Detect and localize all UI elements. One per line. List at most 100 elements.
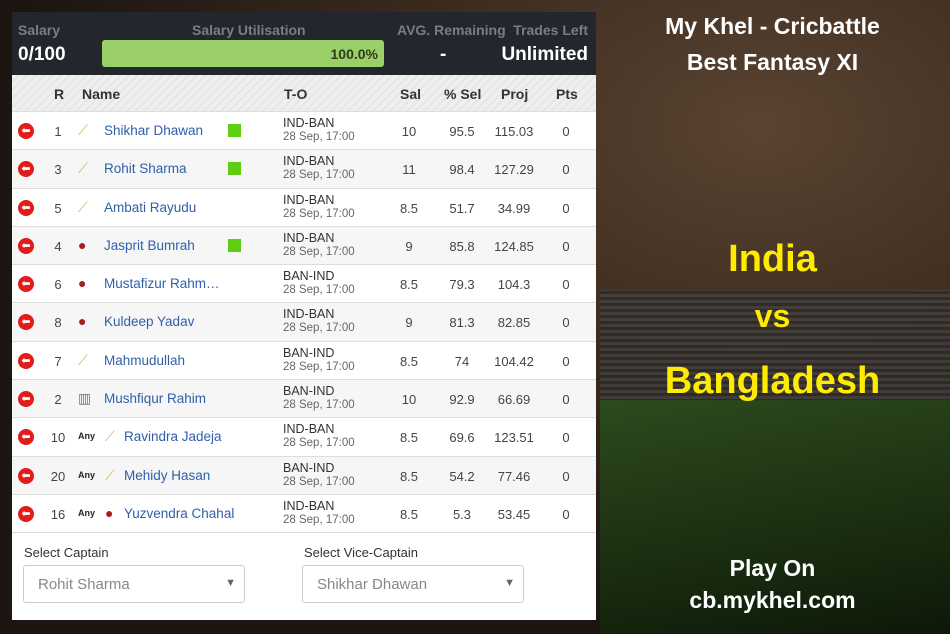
- trades-left-label: Trades Left: [513, 22, 588, 38]
- fixture: IND-BAN 28 Sep, 17:00: [283, 116, 355, 144]
- player-selected-pct: 54.2: [449, 468, 475, 484]
- fixture: IND-BAN 28 Sep, 17:00: [283, 499, 355, 527]
- remove-player-icon[interactable]: ⬅: [18, 276, 34, 293]
- fixture-time: 28 Sep, 17:00: [283, 513, 355, 526]
- fixture: IND-BAN 28 Sep, 17:00: [283, 307, 355, 335]
- vice-captain-select[interactable]: Shikhar Dhawan ▼: [302, 565, 524, 603]
- remove-player-icon[interactable]: ⬅: [18, 123, 34, 139]
- player-name[interactable]: Mehidy Hasan: [124, 467, 211, 483]
- player-salary: 8.5: [399, 277, 419, 293]
- player-row: ⬅ 8 ● Kuldeep Yadav IND-BAN 28 Sep, 17:00…: [12, 303, 596, 342]
- fixture: IND-BAN 28 Sep, 17:00: [283, 231, 355, 259]
- player-name[interactable]: Mushfiqur Rahim: [104, 391, 207, 407]
- player-name[interactable]: Yuzvendra Chahal: [124, 505, 235, 521]
- ball-icon: ●: [78, 236, 87, 253]
- status-indicator: [228, 162, 241, 176]
- promo-url[interactable]: cb.mykhel.com: [689, 587, 856, 613]
- player-selected-pct: 98.4: [449, 162, 475, 178]
- fixture-teams: IND-BAN: [283, 422, 335, 437]
- any-tag: Any: [78, 507, 96, 518]
- col-name[interactable]: Name: [82, 86, 121, 102]
- player-projection: 66.69: [497, 392, 531, 408]
- fixture-teams: BAN-IND: [283, 460, 335, 475]
- col-to[interactable]: T-O: [284, 86, 308, 102]
- captain-select[interactable]: Rohit Sharma ▼: [23, 565, 245, 603]
- player-name[interactable]: Mahmudullah: [104, 352, 186, 368]
- player-salary: 9: [405, 315, 413, 331]
- ball-icon: ●: [78, 275, 87, 292]
- captain-label: Select Captain: [24, 545, 109, 560]
- fixture-time: 28 Sep, 17:00: [283, 169, 355, 182]
- vice-captain-value: Shikhar Dhawan: [317, 576, 428, 593]
- fixture-time: 28 Sep, 17:00: [283, 399, 355, 412]
- player-points: 0: [562, 124, 570, 139]
- player-name[interactable]: Jasprit Bumrah: [104, 237, 195, 253]
- player-rank: 6: [54, 277, 62, 293]
- table-header: R Name T-O Sal % Sel Proj Pts: [12, 75, 596, 112]
- team1: India: [728, 238, 817, 280]
- player-name[interactable]: Kuldeep Yadav: [104, 314, 195, 330]
- summary-header: Salary 0/100 Salary Utilisation 100.0% A…: [12, 12, 596, 75]
- player-name[interactable]: Mustafizur Rahm…: [104, 276, 220, 292]
- col-r[interactable]: R: [54, 86, 65, 102]
- player-projection: 124.85: [494, 238, 534, 254]
- fixture-teams: IND-BAN: [283, 230, 335, 245]
- player-name[interactable]: Ambati Rayudu: [104, 199, 197, 215]
- fixture-teams: BAN-IND: [283, 269, 335, 284]
- player-row: ⬅ 20 Any ⟋ Mehidy Hasan BAN-IND 28 Sep, 1…: [12, 456, 596, 495]
- status-indicator: [228, 124, 241, 137]
- fixture-teams: IND-BAN: [283, 498, 335, 513]
- wicketkeeper-icon: ▥: [78, 390, 92, 407]
- player-points: 0: [562, 353, 570, 369]
- player-points: 0: [562, 162, 570, 178]
- col-sel[interactable]: % Sel: [444, 86, 482, 102]
- fixture: IND-BAN 28 Sep, 17:00: [283, 422, 355, 450]
- any-tag: Any: [78, 431, 96, 442]
- remove-player-icon[interactable]: ⬅: [18, 314, 34, 331]
- remove-player-icon[interactable]: ⬅: [18, 429, 34, 446]
- player-selected-pct: 74: [454, 353, 470, 369]
- col-pts[interactable]: Pts: [556, 86, 578, 102]
- player-projection: 82.85: [497, 315, 531, 331]
- avg-remaining-label: AVG. Remaining: [397, 22, 506, 38]
- player-row: ⬅ 10 Any ⟋ Ravindra Jadeja IND-BAN 28 Sep…: [12, 418, 596, 457]
- player-rank: 1: [54, 124, 62, 139]
- player-selected-pct: 85.8: [449, 238, 475, 254]
- player-selected-pct: 81.3: [449, 315, 475, 331]
- allrounder-icon: ⟋: [105, 428, 115, 445]
- fixture-teams: BAN-IND: [283, 345, 335, 360]
- vice-captain-label: Select Vice-Captain: [304, 545, 418, 560]
- col-proj[interactable]: Proj: [501, 86, 529, 102]
- player-points: 0: [562, 277, 570, 293]
- remove-player-icon[interactable]: ⬅: [18, 237, 34, 254]
- bat-icon: ⟋: [78, 122, 88, 138]
- avg-remaining-value: -: [440, 44, 447, 65]
- player-projection: 53.45: [497, 506, 531, 522]
- player-name[interactable]: Ravindra Jadeja: [124, 429, 222, 445]
- allrounder-icon: ⟋: [105, 466, 115, 483]
- player-selected-pct: 51.7: [449, 200, 475, 216]
- fixture-time: 28 Sep, 17:00: [283, 207, 355, 220]
- remove-player-icon[interactable]: ⬅: [18, 467, 34, 484]
- remove-player-icon[interactable]: ⬅: [18, 505, 34, 522]
- fixture-time: 28 Sep, 17:00: [283, 322, 355, 335]
- player-row: ⬅ 3 ⟋ Rohit Sharma IND-BAN 28 Sep, 17:00 …: [12, 150, 596, 189]
- player-salary: 10: [401, 124, 417, 139]
- player-rank: 2: [54, 392, 62, 408]
- remove-player-icon[interactable]: ⬅: [18, 352, 34, 369]
- remove-player-icon[interactable]: ⬅: [18, 199, 34, 216]
- player-row: ⬅ 16 Any ● Yuzvendra Chahal IND-BAN 28 Se…: [12, 495, 596, 534]
- remove-player-icon[interactable]: ⬅: [18, 161, 34, 178]
- utilisation-label: Salary Utilisation: [192, 22, 306, 38]
- player-salary: 10: [401, 392, 417, 408]
- vs-text: vs: [754, 298, 791, 334]
- player-rank: 7: [54, 353, 62, 369]
- player-row: ⬅ 6 ● Mustafizur Rahm… BAN-IND 28 Sep, 17…: [12, 265, 596, 304]
- team2: Bangladesh: [664, 360, 881, 402]
- col-sal[interactable]: Sal: [400, 86, 422, 102]
- player-selected-pct: 92.9: [449, 392, 475, 408]
- remove-player-icon[interactable]: ⬅: [18, 391, 34, 408]
- player-name[interactable]: Shikhar Dhawan: [104, 123, 204, 138]
- player-name[interactable]: Rohit Sharma: [104, 161, 187, 177]
- promo-title-line2: Best Fantasy XI: [686, 49, 859, 75]
